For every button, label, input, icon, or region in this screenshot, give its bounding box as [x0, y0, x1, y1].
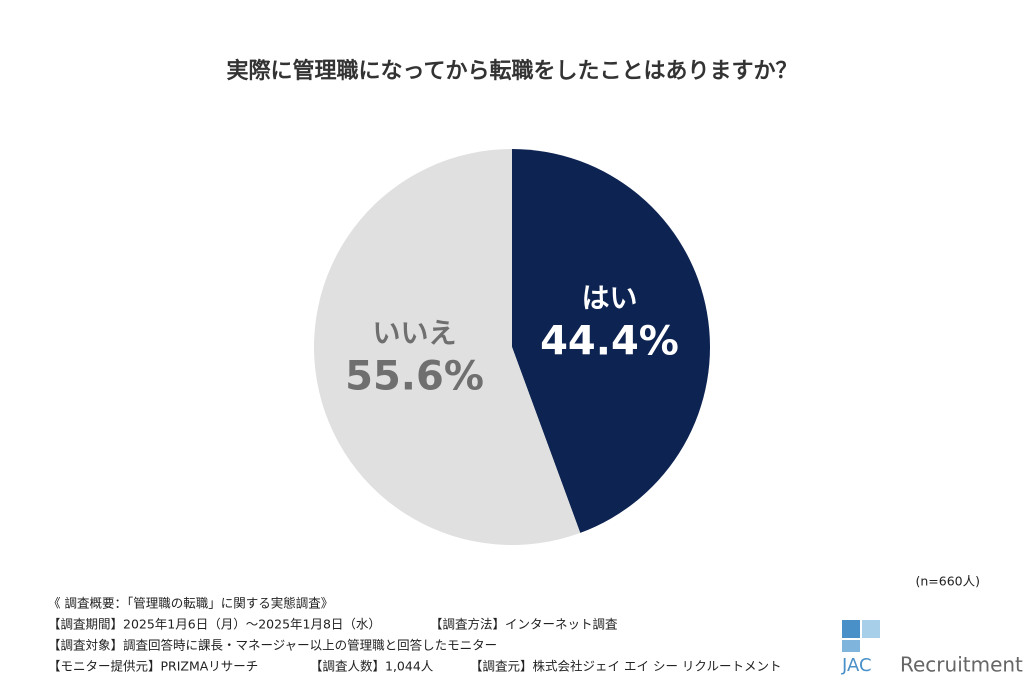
footnote: 【調査期間】2025年1月6日（月）～2025年1月8日（水）: [48, 617, 381, 632]
slice-label: はい: [581, 282, 637, 315]
footnote: 【モニター提供元】PRIZMAリサーチ: [48, 659, 258, 674]
sample-note: (n=660人): [915, 574, 980, 589]
footnote: 【調査元】株式会社ジェイ エイ シー リクルートメント: [470, 659, 782, 674]
pie-slice: [512, 149, 711, 533]
logo-piece: [842, 640, 860, 652]
logo-mark: JAC: [841, 655, 872, 676]
data-label: 44.4%: [540, 319, 679, 365]
data-label: 55.6%: [345, 353, 484, 399]
slice-label: いいえ: [373, 316, 457, 349]
footnote: 【調査人数】1,044人: [310, 659, 434, 674]
pie-slice: [314, 149, 581, 545]
logo: JAC Recruitment: [841, 620, 1023, 677]
footnote: 《 調査概要：「管理職の転職」に関する実態調査》: [48, 596, 333, 611]
footnote: 【調査方法】インターネット調査: [430, 617, 618, 632]
footnote: 【調査対象】調査回答時に課長・マネージャー以上の管理職と回答したモニター: [48, 638, 497, 653]
chart-title: 実際に管理職になってから転職をしたことはありますか？: [227, 58, 798, 84]
logo-piece: [862, 620, 880, 638]
logo-name: Recruitment: [900, 653, 1023, 677]
logo-piece: [842, 620, 860, 638]
